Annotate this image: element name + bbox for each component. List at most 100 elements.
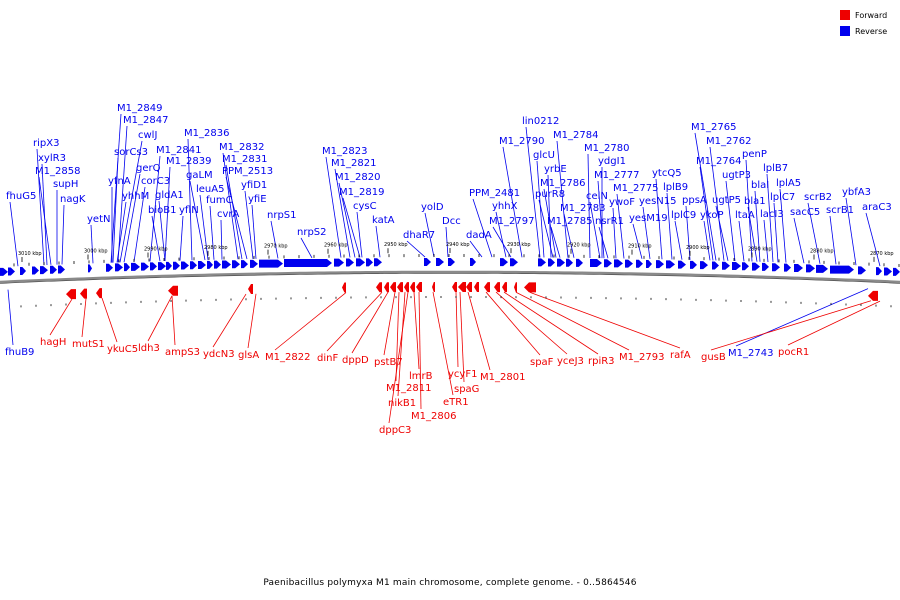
forward-gene-label[interactable]: ykuC5 [107,344,138,355]
reverse-gene-label[interactable]: M1_2839 [166,156,211,167]
reverse-gene-label[interactable]: lin0212 [522,116,559,127]
reverse-gene-label[interactable]: nrpS2 [297,227,327,238]
reverse-gene-label[interactable]: bioB1 [148,205,176,216]
reverse-gene-label[interactable]: yhhM [122,191,149,202]
reverse-gene-label[interactable]: yrbE [544,164,567,175]
reverse-gene-label[interactable]: scrB2 [804,192,832,203]
reverse-gene-label[interactable]: fhuG5 [6,191,36,202]
reverse-gene-label[interactable]: xylR3 [38,153,66,164]
reverse-gene-label[interactable]: M1_2785 [547,216,592,227]
reverse-gene-label[interactable]: lacI3 [760,209,784,220]
reverse-gene-label[interactable]: M1_2821 [331,158,376,169]
forward-gene-label[interactable]: eTR1 [443,397,469,408]
reverse-gene-label[interactable]: M1_2847 [123,115,168,126]
reverse-gene-label[interactable]: Dcc [442,216,461,227]
reverse-gene-label[interactable]: M1_2762 [706,136,751,147]
forward-gene-label[interactable]: nikB1 [388,398,416,409]
reverse-gene-label[interactable]: glcU [533,150,555,161]
reverse-gene-label[interactable]: M1_2823 [322,146,367,157]
forward-gene-label[interactable]: ycyF1 [448,369,477,380]
reverse-gene-label[interactable]: gldA1 [155,190,184,201]
forward-gene-label[interactable]: pstB7 [374,357,403,368]
reverse-gene-label[interactable]: M1_2849 [117,103,162,114]
reverse-gene-label[interactable]: M1_2780 [584,143,629,154]
reverse-gene-label[interactable]: yesN15 [639,196,677,207]
reverse-gene-label[interactable]: purR8 [535,189,565,200]
forward-gene-label[interactable]: mutS1 [72,339,105,350]
reverse-gene-label[interactable]: M1_2743 [728,348,773,359]
reverse-gene-label[interactable]: araC3 [862,202,892,213]
reverse-gene-label[interactable]: ywoF [609,197,635,208]
forward-gene-label[interactable]: rpiR3 [588,356,615,367]
reverse-gene-label[interactable]: M1_2831 [222,154,267,165]
reverse-gene-label[interactable]: supH [53,179,78,190]
reverse-gene-label[interactable]: lplC7 [770,192,795,203]
reverse-gene-label[interactable]: katA [372,215,395,226]
reverse-gene-label[interactable]: yfiD1 [241,180,267,191]
reverse-gene-label[interactable]: dadA [466,230,492,241]
reverse-gene-label[interactable]: celN [586,191,608,202]
reverse-gene-label[interactable]: ytcQ5 [652,168,682,179]
reverse-gene-label[interactable]: gaLM [186,170,213,181]
reverse-gene-label[interactable]: M1_2836 [184,128,229,139]
forward-gene-label[interactable]: dppC3 [379,425,411,436]
reverse-gene-label[interactable]: yetN [87,214,110,225]
reverse-gene-label[interactable]: M1_2819 [339,187,384,198]
reverse-gene-label[interactable]: penP [742,149,767,160]
forward-gene-label[interactable]: dinF [317,353,338,364]
reverse-gene-label[interactable]: corC3 [141,176,170,187]
reverse-gene-label[interactable]: ppsA [682,195,707,206]
reverse-gene-label[interactable]: dhaR7 [403,230,435,241]
forward-gene-label[interactable]: M1_2801 [480,372,525,383]
reverse-gene-label[interactable]: lplB7 [763,163,788,174]
reverse-gene-label[interactable]: ltaA [735,210,755,221]
forward-gene-label[interactable]: hagH [40,337,66,348]
forward-gene-label[interactable]: M1_2806 [411,411,456,422]
forward-gene-label[interactable]: M1_2793 [619,352,664,363]
reverse-gene-label[interactable]: ripX3 [33,138,59,149]
reverse-gene-label[interactable]: nrpS1 [267,210,297,221]
reverse-gene-label[interactable]: M1_2764 [696,156,741,167]
reverse-gene-label[interactable]: lplA5 [776,178,801,189]
reverse-gene-label[interactable]: sorCs3 [114,147,148,158]
reverse-gene-label[interactable]: M1_2841 [156,145,201,156]
reverse-gene-label[interactable]: M1_2783 [560,203,605,214]
reverse-gene-label[interactable]: PPM_2481 [469,188,520,199]
reverse-gene-label[interactable]: yolD [421,202,444,213]
reverse-gene-label[interactable]: fumC [206,195,233,206]
reverse-gene-label[interactable]: yflN [179,205,199,216]
forward-gene-label[interactable]: gusB [701,352,726,363]
reverse-gene-label[interactable]: fhuB9 [5,347,34,358]
reverse-gene-label[interactable]: scrB1 [826,205,854,216]
forward-gene-label[interactable]: rafA [670,350,691,361]
forward-gene-label[interactable]: lmrB [409,371,433,382]
reverse-gene-label[interactable]: gerQ [136,163,161,174]
forward-gene-label[interactable]: spaF [530,357,554,368]
reverse-gene-label[interactable]: ykoP [700,210,724,221]
forward-gene-label[interactable]: ampS3 [165,347,200,358]
forward-gene-label[interactable]: M1_2822 [265,352,310,363]
reverse-gene-label[interactable]: M1_2832 [219,142,264,153]
reverse-gene-label[interactable]: bla1 [744,196,766,207]
reverse-gene-label[interactable]: yesM19 [629,213,668,224]
reverse-gene-label[interactable]: yhhX [492,201,518,212]
reverse-gene-label[interactable]: cysC [353,201,377,212]
reverse-gene-label[interactable]: M1_2797 [489,216,534,227]
forward-gene-label[interactable]: ldh3 [138,343,160,354]
forward-gene-label[interactable]: pocR1 [778,347,809,358]
reverse-gene-label[interactable]: ybfA3 [842,187,871,198]
reverse-gene-label[interactable]: ugtP3 [722,170,751,181]
reverse-gene-label[interactable]: M1_2765 [691,122,736,133]
reverse-gene-label[interactable]: ydgI1 [598,156,626,167]
reverse-gene-label[interactable]: M1_2858 [35,166,80,177]
forward-gene-label[interactable]: M1_2811 [386,383,431,394]
reverse-gene-label[interactable]: sacC5 [790,207,820,218]
forward-gene-label[interactable]: dppD [342,355,369,366]
reverse-gene-label[interactable]: nsrR1 [595,216,624,227]
reverse-gene-label[interactable]: yfiE [248,194,267,205]
reverse-gene-label[interactable]: cwlJ [138,130,157,141]
reverse-gene-label[interactable]: M1_2775 [613,183,658,194]
forward-gene-label[interactable]: spaG [454,384,479,395]
reverse-gene-label[interactable]: M1_2820 [335,172,380,183]
reverse-gene-label[interactable]: PPM_2513 [222,166,273,177]
